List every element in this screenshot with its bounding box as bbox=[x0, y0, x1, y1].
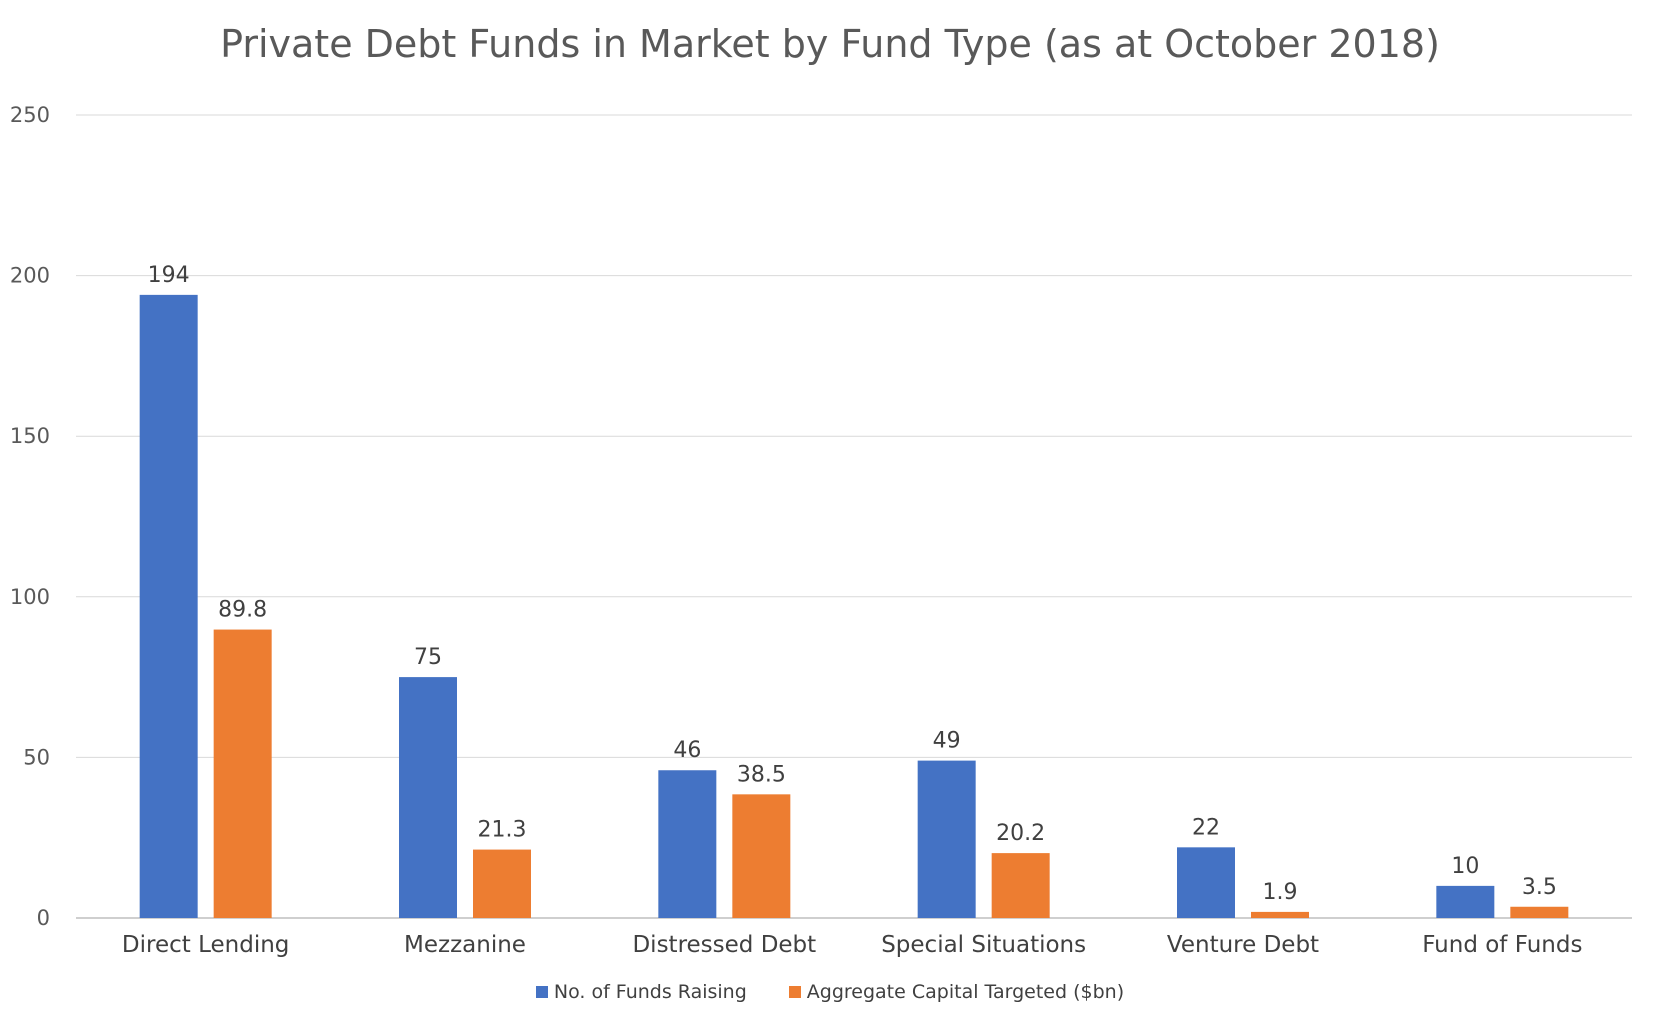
x-category-label: Fund of Funds bbox=[1422, 932, 1582, 958]
bar-capital bbox=[1510, 906, 1569, 918]
bar-funds bbox=[658, 770, 717, 918]
bar-capital bbox=[213, 629, 272, 918]
data-label: 21.3 bbox=[478, 818, 527, 843]
x-category-label: Venture Debt bbox=[1167, 932, 1319, 958]
bar-funds bbox=[139, 294, 198, 918]
data-label: 22 bbox=[1192, 815, 1220, 840]
legend-label-series-1: No. of Funds Raising bbox=[553, 981, 747, 1003]
bar-capital bbox=[473, 849, 531, 918]
bar-funds bbox=[1436, 885, 1495, 918]
x-category-label: Distressed Debt bbox=[632, 932, 816, 958]
data-label: 75 bbox=[414, 645, 442, 670]
x-category-label: Direct Lending bbox=[122, 932, 289, 958]
legend-item-series-2: Aggregate Capital Targeted ($bn) bbox=[788, 981, 1125, 1003]
legend-swatch-series-1 bbox=[535, 986, 548, 998]
data-label: 3.5 bbox=[1522, 875, 1557, 900]
y-tick-label: 150 bbox=[10, 424, 50, 448]
data-label: 20.2 bbox=[996, 821, 1045, 846]
legend-item-series-1: No. of Funds Raising bbox=[535, 981, 747, 1003]
legend-swatch-series-2 bbox=[788, 986, 801, 998]
data-label: 10 bbox=[1451, 854, 1479, 879]
legend-label-series-2: Aggregate Capital Targeted ($bn) bbox=[806, 981, 1125, 1003]
data-label: 49 bbox=[933, 729, 961, 754]
x-category-label: Mezzanine bbox=[404, 932, 526, 958]
legend: No. of Funds Raising Aggregate Capital T… bbox=[0, 981, 1660, 1003]
bar-capital bbox=[1251, 911, 1309, 918]
y-tick-label: 200 bbox=[10, 264, 50, 288]
bar-capital bbox=[732, 794, 791, 918]
data-label: 89.8 bbox=[218, 598, 267, 623]
y-tick-label: 50 bbox=[23, 745, 50, 769]
data-label: 46 bbox=[673, 738, 701, 763]
bar-capital bbox=[991, 853, 1050, 918]
bar-funds bbox=[1177, 847, 1235, 918]
y-tick-label: 250 bbox=[10, 103, 50, 127]
bar-funds bbox=[399, 677, 457, 918]
x-category-label: Special Situations bbox=[881, 932, 1086, 958]
y-tick-label: 100 bbox=[10, 585, 50, 609]
bar-funds bbox=[917, 760, 976, 918]
data-label: 38.5 bbox=[737, 762, 786, 787]
chart-title: Private Debt Funds in Market by Fund Typ… bbox=[220, 22, 1440, 66]
data-label: 194 bbox=[148, 263, 190, 288]
data-label: 1.9 bbox=[1263, 880, 1298, 905]
y-tick-label: 0 bbox=[37, 906, 50, 930]
